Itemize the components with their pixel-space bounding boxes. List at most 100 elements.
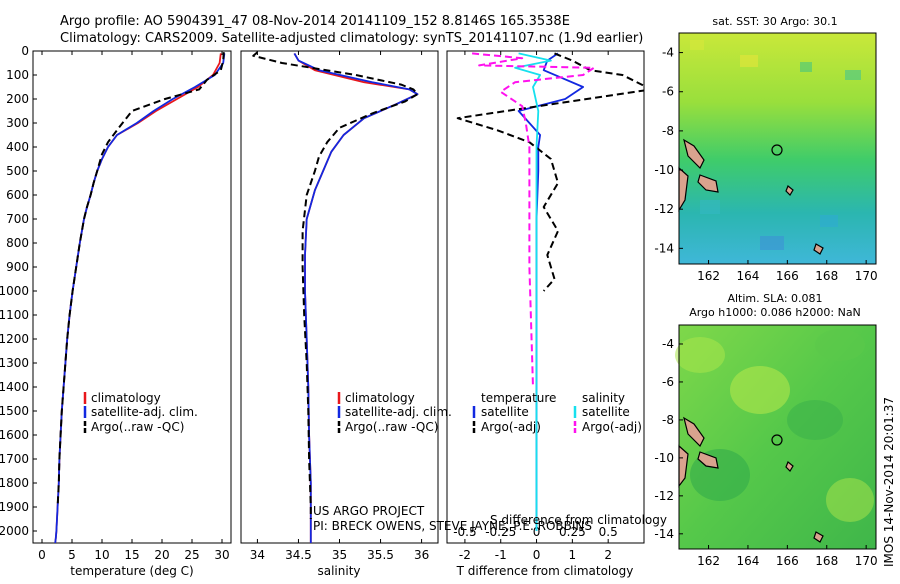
x-tick-label: 0: [38, 548, 46, 562]
top-tick-label: 0: [533, 525, 541, 539]
temperature-axes-frame: [32, 50, 232, 544]
x-tick-label: 36: [414, 548, 429, 562]
series-line: [293, 52, 419, 543]
top-tick-label: -0.25: [485, 525, 516, 539]
sst-map-frame: [678, 32, 877, 265]
x-tick-label: 35.5: [367, 548, 394, 562]
top-tick-labels: -0.5 -0.25 0 0.25 0.5: [453, 525, 618, 539]
map-y-tick-label: -4: [662, 46, 674, 60]
x-tick-label: 34: [250, 548, 265, 562]
x-tick-label: -2: [459, 548, 471, 562]
legend-label: Argo(..raw -QC): [91, 420, 184, 434]
map-x-tick-label: 170: [855, 554, 878, 568]
y-tick-label: 600: [6, 188, 29, 202]
x-tick-label: 35: [332, 548, 347, 562]
difference-panel: -2 -1 0 1 2 -0.5 -0.25 0 0.25 0.5 T difference fr…: [446, 50, 667, 578]
series-line: [472, 52, 595, 388]
temperature-panel: 0 5 10 15 20 25 300100200300400500600700800900…: [0, 44, 232, 578]
map-y-tick-label: -10: [654, 451, 674, 465]
x-tick-label: -1: [495, 548, 507, 562]
difference-legend: temperature satellite Argo(-adj) salinit…: [472, 391, 642, 434]
salinity-panel: 34 34.5 35 35.5 36 salinity climatology sate…: [240, 50, 452, 578]
y-tick-label: 0: [21, 44, 29, 58]
header-subtitle: Climatology: CARS2009. Satellite-adjuste…: [60, 31, 643, 46]
series-line: [54, 53, 222, 543]
legend-label: satellite: [582, 405, 630, 419]
sst-field: [679, 33, 876, 264]
y-tick-label: 2000: [0, 524, 29, 538]
y-tick-label: 200: [6, 92, 29, 106]
series-line: [514, 52, 552, 531]
legend-label: satellite-adj. clim.: [345, 405, 452, 419]
temperature-lines: [54, 52, 226, 543]
sst-noise: [690, 40, 861, 250]
map-x-tick-label: 168: [815, 269, 838, 283]
legend-title-salinity: salinity: [582, 391, 625, 405]
x-tick-label: 5: [68, 548, 76, 562]
map-y-tick-label: -6: [662, 375, 674, 389]
map-x-tick-label: 168: [815, 554, 838, 568]
map-x-tick-label: 162: [697, 269, 720, 283]
map-y-tick-label: -14: [654, 241, 674, 255]
legend-title-temperature: temperature: [481, 391, 556, 405]
y-tick-label: 1600: [0, 428, 29, 442]
difference-lines: [456, 52, 644, 531]
x-tick-label: 1: [569, 548, 577, 562]
difference-top-label: S difference from climatology: [490, 513, 667, 527]
legend-label: Argo(-adj): [582, 420, 642, 434]
pi-credit: PI: BRECK OWENS, STEVE JAYNE, P.E. ROBBI…: [313, 519, 592, 533]
y-tick-label: 1400: [0, 380, 29, 394]
series-line: [54, 53, 226, 543]
map-y-tick-label: -4: [662, 337, 674, 351]
legend-label: satellite: [481, 405, 529, 419]
temperature-xlabel: temperature (deg C): [70, 564, 193, 578]
y-tick-label: 1100: [0, 308, 29, 322]
x-tick-label: 20: [154, 548, 169, 562]
x-tick-label: 10: [94, 548, 109, 562]
timestamp-credit: IMOS 14-Nov-2014 20:01:37: [882, 397, 896, 567]
difference-xlabel: T difference from climatology: [456, 564, 634, 578]
sla-map-frame: [678, 324, 877, 550]
x-tick-label: 0: [533, 548, 541, 562]
salinity-lines: [252, 51, 419, 543]
temperature-legend: climatology satellite-adj. clim. Argo(..…: [83, 391, 198, 434]
difference-axes-frame: [446, 50, 645, 544]
sst-map-panel: sat. SST: 30 Argo: 30.1 162 164 166 168 170 -…: [654, 15, 877, 283]
map-x-tick-label: 164: [736, 269, 759, 283]
map-x-tick-label: 166: [776, 554, 799, 568]
series-line: [456, 52, 644, 292]
map-y-tick-label: -14: [654, 527, 674, 541]
y-tick-label: 800: [6, 236, 29, 250]
sst-coastline: [678, 138, 824, 255]
sla-map-panel: Altim. SLA: 0.081 Argo h1000: 0.086 h200…: [654, 292, 877, 568]
map-y-tick-label: -12: [654, 489, 674, 503]
x-tick-label: 2: [604, 548, 612, 562]
sla-coastline: [678, 416, 824, 543]
profile-location-marker: [771, 144, 783, 156]
salinity-legend: climatology satellite-adj. clim. Argo(..…: [337, 391, 452, 434]
x-tick-label: 34.5: [285, 548, 312, 562]
sla-map-ticks: 162 164 166 168 170 -4 -6 -8 -10 -12 -14: [654, 337, 877, 568]
sla-blobs: [675, 329, 874, 522]
series-line: [517, 52, 584, 531]
x-tick-label: 30: [214, 548, 229, 562]
header-title: Argo profile: AO 5904391_47 08-Nov-2014 …: [60, 14, 570, 29]
legend-label: Argo(-adj): [481, 420, 541, 434]
temperature-ticks: 0 5 10 15 20 25 300100200300400500600700800900…: [0, 44, 230, 562]
x-tick-label: 15: [124, 548, 139, 562]
y-tick-label: 1300: [0, 356, 29, 370]
map-x-tick-label: 170: [855, 269, 878, 283]
difference-ticks: -2 -1 0 1 2 -0.5 -0.25 0 0.25 0.5: [453, 51, 618, 562]
project-credit: US ARGO PROJECT: [313, 504, 425, 518]
x-tick-label: 25: [184, 548, 199, 562]
profile-location-marker: [771, 434, 783, 446]
sst-map-ticks: 162 164 166 168 170 -4 -6 -8 -10 -12 -14: [654, 46, 877, 283]
map-y-tick-label: -10: [654, 163, 674, 177]
top-tick-label: 0.5: [599, 525, 618, 539]
y-tick-label: 1000: [0, 284, 29, 298]
legend-label: climatology: [91, 391, 161, 405]
top-tick-label: -0.5: [453, 525, 476, 539]
y-tick-label: 400: [6, 140, 29, 154]
map-y-tick-label: -12: [654, 202, 674, 216]
